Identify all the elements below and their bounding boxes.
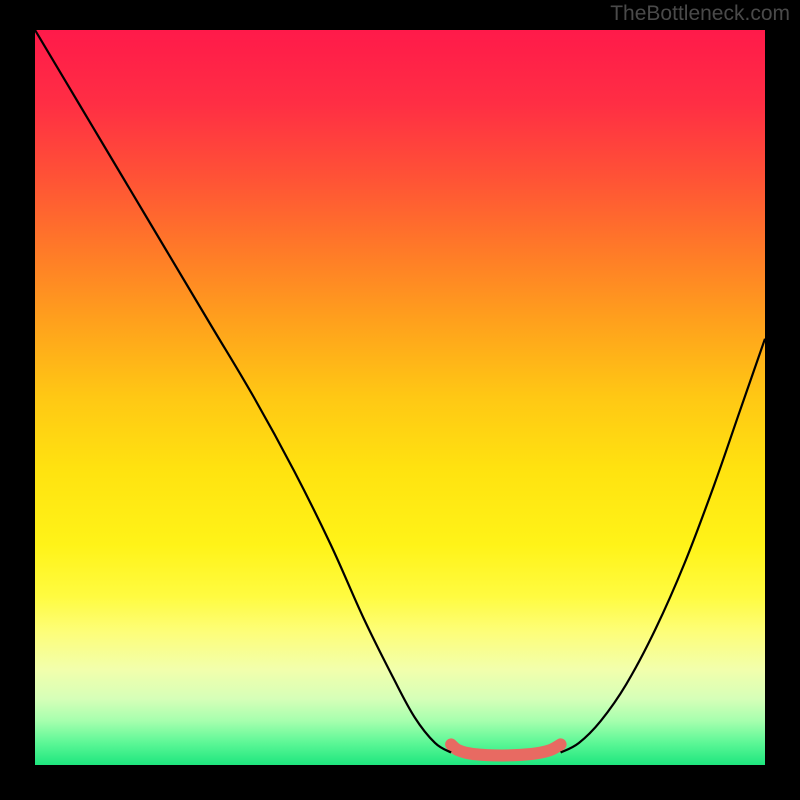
right-curve-line xyxy=(561,339,765,753)
plot-area xyxy=(35,30,765,765)
curves-layer xyxy=(35,30,765,765)
bottom-bump-line xyxy=(451,744,560,755)
chart-stage: TheBottleneck.com xyxy=(0,0,800,800)
attribution-text: TheBottleneck.com xyxy=(610,2,790,26)
left-curve-line xyxy=(35,30,451,753)
